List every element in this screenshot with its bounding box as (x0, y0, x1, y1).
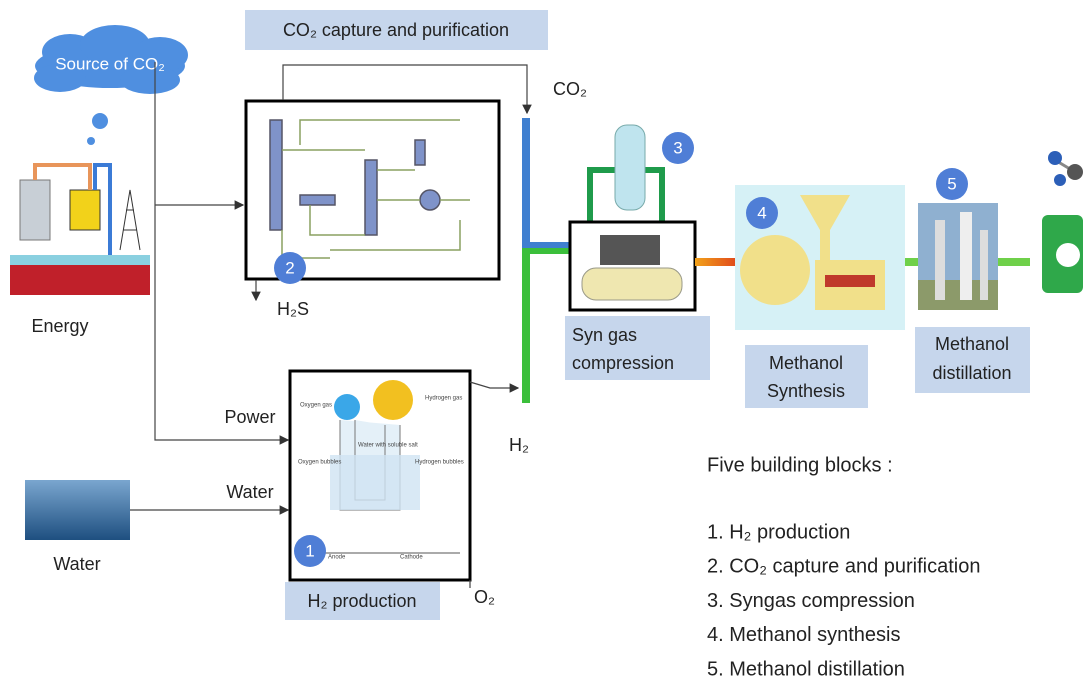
h2-label: H₂ (509, 435, 529, 455)
h2s-label: H₂S (277, 299, 309, 319)
pipe (530, 248, 572, 254)
electrolysis-label: Hydrogen gas (425, 396, 462, 402)
electrolysis-label: Cathode (400, 555, 423, 561)
summary-list: 1. H₂ production 2. CO₂ capture and purif… (707, 521, 980, 679)
body: CO₂ capture and purification Source of C… (0, 0, 1083, 679)
step-label: Methanol (935, 334, 1009, 354)
pipe (905, 258, 919, 266)
electrolysis-label: Hydrogen bubbles (415, 460, 464, 466)
pipe (998, 258, 1030, 266)
step-label: compression (572, 353, 674, 373)
step-badge: 2 (274, 252, 306, 284)
step-number: 1 (305, 541, 314, 560)
syngas-vessel (590, 125, 662, 225)
water-label: Water (226, 482, 273, 502)
h2-pipe (522, 248, 530, 403)
o2-label: O₂ (474, 587, 495, 607)
source-cloud (34, 25, 188, 145)
h2-flow (470, 382, 518, 388)
electrolysis-label: Oxygen gas (300, 403, 332, 409)
step-number: 5 (947, 174, 956, 193)
summary-item: 4. Methanol synthesis (707, 624, 900, 646)
power-label: Power (224, 407, 275, 427)
co2-pipe (522, 118, 530, 248)
pipe (695, 258, 737, 266)
electrolysis-label: Oxygen bubbles (298, 460, 341, 466)
capture-title: CO₂ capture and purification (283, 20, 509, 40)
co2-label: CO₂ (553, 79, 587, 99)
methanol-product (1042, 151, 1083, 293)
step-label: Syn gas (572, 325, 637, 345)
summary-title: Five building blocks : (707, 454, 893, 476)
step-badge: 4 (746, 197, 778, 229)
pipe (530, 242, 572, 248)
water-source-label: Water (53, 554, 100, 574)
step-number: 2 (285, 258, 294, 277)
step-badge: 5 (936, 168, 968, 200)
diagram: CO₂ capture and purification Source of C… (0, 0, 1083, 679)
step-label: H₂ production (307, 591, 416, 611)
page: Methanol production building blocks { "h… (0, 0, 1083, 679)
distillation-illustration (918, 203, 998, 310)
step-number: 4 (757, 203, 766, 222)
source-label: Source of CO₂ (55, 54, 165, 73)
water-image (25, 480, 130, 540)
electrolysis-label: Water with soluble salt (358, 443, 418, 449)
step-label: Methanol (769, 353, 843, 373)
step-label: distillation (932, 363, 1011, 383)
step-badge: 3 (662, 132, 694, 164)
step-badge: 1 (294, 535, 326, 567)
summary-item: 5. Methanol distillation (707, 658, 905, 679)
electrolysis-label: Anode (328, 555, 346, 561)
summary-item: 1. H₂ production (707, 521, 850, 543)
step-label: Synthesis (767, 381, 845, 401)
energy-label: Energy (31, 316, 88, 336)
summary-item: 3. Syngas compression (707, 590, 915, 612)
energy-illustration (10, 165, 150, 295)
step-number: 3 (673, 138, 682, 157)
summary-item: 2. CO₂ capture and purification (707, 556, 980, 578)
